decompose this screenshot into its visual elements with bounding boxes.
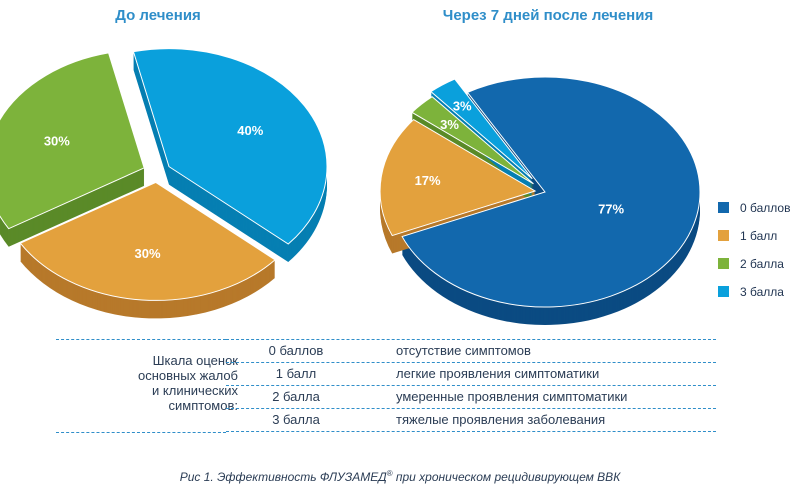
scale-score: 1 балл [275,366,317,381]
caption-text-end: при хроническом рецидивирующем ВВК [392,470,621,484]
scale-row: 1 балл легкие проявления симптоматики [226,362,716,385]
pie-slice [379,118,537,237]
pie-slice [411,96,534,185]
pie-data-label: 3% [453,99,472,114]
chart-title-after: Через 7 дней после лечения [442,7,654,24]
scale-row: 3 балла тяжелые проявления заболевания [226,408,716,432]
pie-slice [19,181,276,301]
pie-charts: 40% 30% 30% 77% 17% 3% 3% [0,48,701,325]
scale-heading-line: основных жалоб [137,368,238,383]
legend-item: 0 баллов [718,199,790,216]
legend-label: 3 балла [740,284,784,299]
figure-caption: Рис 1. Эффективность ФЛУЗАМЕД® при хрони… [0,469,800,484]
pie-data-label: 40% [237,123,263,138]
legend-swatch [718,202,729,213]
scale-bottom-rule [56,432,226,433]
pie-chart-0: 40% 30% 30% [0,48,328,319]
legend-label: 0 баллов [740,200,791,215]
pie-data-label: 30% [135,246,161,261]
scale-heading-line: и клинических [152,383,238,398]
scale-description: умеренные проявления симптоматики [396,389,628,404]
pie-data-label: 3% [440,117,459,132]
symptom-scale-table: Шкала оценок основных жалоб и клинически… [56,339,716,433]
scale-description: легкие проявления симптоматики [396,366,600,381]
caption-text: Рис 1. Эффективность ФЛУЗАМЕД [179,470,387,484]
pie-chart-1: 77% 17% 3% 3% [379,76,701,325]
chart-title-before: До лечения [115,7,201,24]
scale-rows: 0 баллов отсутствие симптомов 1 балл лег… [226,339,716,432]
scale-description: тяжелые проявления заболевания [396,412,606,427]
scale-score: 0 баллов [268,343,324,358]
legend-item: 3 балла [718,283,790,300]
legend-label: 2 балла [740,256,784,271]
legend-swatch [718,286,729,297]
pie-data-label: 77% [598,202,624,217]
scale-heading-line: симптомов: [168,398,238,413]
pie-slice [401,76,701,308]
legend-swatch [718,258,729,269]
legend-label: 1 балл [740,228,778,243]
scale-score: 3 балла [272,412,320,427]
legend-swatch [718,230,729,241]
legend: 0 баллов 1 балл 2 балла 3 балла [718,199,790,311]
legend-item: 2 балла [718,255,790,272]
scale-heading-line: Шкала оценок [152,353,238,368]
scale-heading: Шкала оценок основных жалоб и клинически… [98,353,238,413]
legend-item: 1 балл [718,227,790,244]
pie-data-label: 30% [44,133,70,148]
pie-slice [132,48,328,245]
scale-top-rule [56,339,226,340]
pie-slice [0,52,145,230]
pie-data-label: 17% [415,173,441,188]
pie-slice [430,78,533,180]
registered-mark: ® [386,469,393,478]
scale-description: отсутствие симптомов [396,343,531,358]
scale-row: 2 балла умеренные проявления симптоматик… [226,385,716,408]
scale-score: 2 балла [272,389,320,404]
scale-row: 0 баллов отсутствие симптомов [226,339,716,362]
